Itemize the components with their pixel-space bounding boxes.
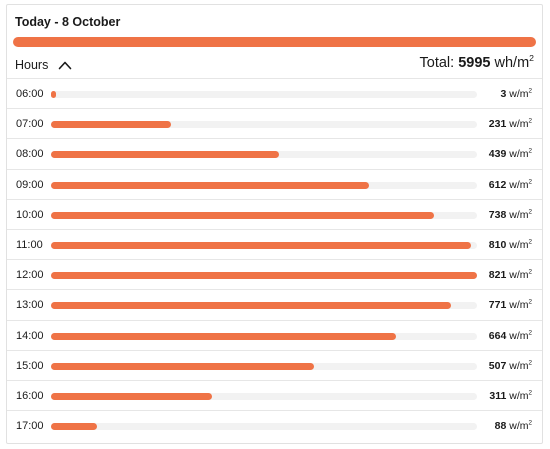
hour-row: 13:00 771 w/m2 [7,290,542,320]
hour-time: 17:00 [16,420,44,433]
hour-bar-fill [51,423,97,431]
hour-row: 06:00 3 w/m2 [7,79,542,109]
hour-value: 612 w/m2 [488,178,532,191]
hour-time: 10:00 [16,208,44,221]
total-unit: wh/m2 [494,53,535,71]
row-divider [7,138,542,140]
daily-irradiance-card: Today - 8 October Hours Total: 5995 wh/m… [6,4,543,444]
hour-bar-fill [51,362,315,370]
hour-row: 17:00 88 w/m2 [7,411,542,441]
hour-value: 3 w/m2 [500,87,532,100]
chevron-up-icon [59,61,72,70]
hour-row: 16:00 311 w/m2 [7,381,542,411]
hour-bar-track [51,332,477,340]
row-divider [7,168,542,170]
row-divider [7,259,542,261]
hour-value: 507 w/m2 [488,359,532,372]
hour-bar-fill [51,332,396,340]
hours-toggle[interactable]: Hours [15,55,72,75]
hour-bar-track [51,121,477,129]
hour-bar-fill [51,91,56,98]
hour-bar-track [51,393,477,400]
hours-label: Hours [15,58,49,72]
hour-value: 771 w/m2 [488,298,532,312]
hour-row: 14:00 664 w/m2 [7,321,542,351]
row-divider [7,349,542,351]
row-divider [7,78,542,79]
row-divider [7,198,542,200]
hour-bar-track [51,151,477,159]
hour-time: 08:00 [16,148,44,161]
hour-time: 07:00 [16,118,44,131]
hour-bar-fill [51,272,477,280]
hour-value: 810 w/m2 [488,238,532,251]
hour-time: 06:00 [16,88,44,100]
hour-bar-track [51,302,477,310]
hour-time: 15:00 [16,359,44,372]
hour-value: 439 w/m2 [488,147,532,161]
hour-bar-track [51,272,477,280]
row-divider [7,289,542,291]
total-readout: Total: 5995 wh/m2 [419,53,535,71]
hour-value: 88 w/m2 [494,419,532,433]
hour-bar-track [51,242,477,249]
row-divider [7,380,542,381]
hour-bar-fill [51,393,213,400]
hour-time: 16:00 [16,390,44,402]
hour-value: 311 w/m2 [489,389,532,402]
row-divider [7,410,542,412]
hour-bar-track [51,181,477,189]
hour-bar-track [51,91,477,98]
hour-row: 11:00 810 w/m2 [7,230,542,260]
row-divider [7,229,542,230]
hour-bar-fill [51,211,434,219]
hour-row: 08:00 439 w/m2 [7,139,542,169]
hour-row: 12:00 821 w/m2 [7,260,542,290]
hour-bar-track [51,423,477,431]
hour-time: 11:00 [16,239,43,251]
hour-row: 15:00 507 w/m2 [7,351,542,381]
total-value: 5995 [458,55,491,71]
hour-bar-fill [51,181,369,189]
hour-time: 09:00 [16,178,44,191]
card-title: Today - 8 October [15,15,121,29]
hour-time: 12:00 [16,269,44,282]
row-divider [7,319,542,321]
hour-bar-fill [51,121,171,129]
daily-summary-bar [13,37,536,47]
hour-bar-fill [51,302,452,310]
hour-row: 07:00 231 w/m2 [7,109,542,139]
hour-time: 14:00 [16,329,44,342]
hour-row: 10:00 738 w/m2 [7,200,542,230]
hour-value: 738 w/m2 [488,208,532,221]
hour-row: 09:00 612 w/m2 [7,170,542,200]
hour-bar-fill [51,151,279,159]
hour-bar-track [51,211,477,219]
hour-value: 821 w/m2 [488,268,532,282]
hour-bar-fill [51,242,472,249]
hour-time: 13:00 [16,299,44,312]
hour-value: 231 w/m2 [488,117,532,131]
hour-value: 664 w/m2 [488,329,532,342]
row-divider [7,108,542,110]
total-label: Total: [419,55,455,71]
hour-bar-track [51,362,477,370]
